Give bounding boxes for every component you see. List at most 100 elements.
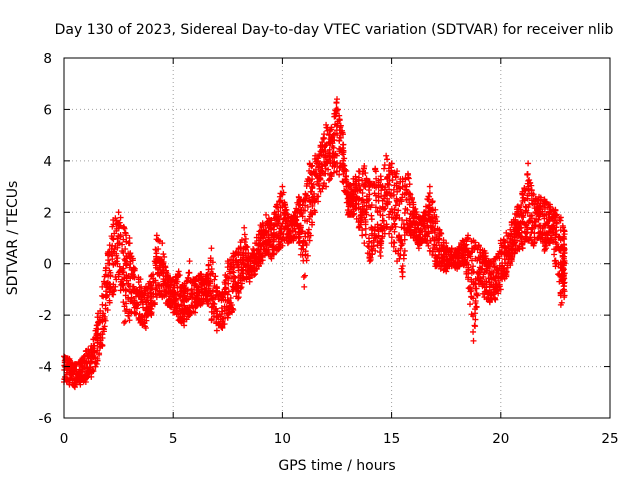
- data-point: [383, 224, 390, 231]
- data-point: [361, 163, 368, 169]
- data-point: [454, 247, 461, 254]
- data-point: [496, 283, 503, 290]
- data-point: [99, 343, 106, 349]
- data-point: [273, 247, 280, 254]
- data-point: [518, 234, 525, 241]
- data-point: [99, 310, 106, 317]
- data-point: [71, 361, 78, 367]
- data-point: [100, 326, 107, 333]
- data-point: [159, 240, 166, 247]
- data-point: [244, 267, 251, 274]
- data-point: [89, 358, 96, 365]
- data-point: [524, 209, 531, 216]
- data-point: [309, 176, 316, 183]
- data-point: [432, 206, 439, 213]
- data-point: [399, 262, 406, 269]
- data-point: [376, 249, 383, 256]
- data-point: [426, 193, 433, 200]
- data-point: [399, 175, 406, 182]
- data-point: [557, 214, 564, 221]
- data-point: [525, 237, 532, 244]
- data-point: [323, 183, 330, 190]
- data-point: [104, 293, 111, 300]
- data-point: [366, 258, 373, 265]
- data-point: [472, 298, 479, 305]
- data-point: [403, 217, 410, 224]
- data-point: [492, 296, 499, 303]
- data-point: [491, 288, 498, 295]
- data-point: [448, 263, 455, 270]
- data-point: [178, 301, 185, 308]
- data-point: [546, 201, 553, 208]
- plot-frame: [63, 57, 611, 419]
- data-point: [241, 239, 248, 246]
- data-point: [273, 201, 280, 208]
- data-point: [312, 209, 319, 216]
- data-point: [303, 241, 310, 248]
- data-point: [257, 260, 264, 267]
- data-point: [530, 191, 537, 198]
- data-point: [368, 216, 375, 223]
- data-point: [300, 274, 307, 281]
- data-point: [315, 193, 322, 200]
- data-point: [319, 185, 326, 192]
- data-point: [425, 196, 432, 203]
- data-point: [497, 286, 504, 293]
- data-point: [66, 355, 73, 362]
- data-point: [307, 232, 314, 239]
- data-point: [546, 209, 553, 216]
- data-point: [388, 234, 395, 241]
- data-point: [372, 235, 379, 242]
- data-point: [459, 237, 466, 244]
- data-point: [120, 249, 127, 256]
- data-point: [117, 287, 124, 294]
- data-point: [259, 257, 266, 264]
- data-point: [197, 271, 204, 277]
- data-point: [382, 184, 389, 191]
- data-point: [522, 187, 529, 194]
- data-point: [240, 266, 247, 273]
- data-point: [148, 273, 155, 280]
- data-point: [116, 219, 123, 226]
- data-point: [235, 245, 242, 252]
- data-point: [422, 203, 429, 210]
- data-point: [123, 306, 130, 313]
- data-point: [309, 221, 316, 228]
- data-point: [481, 294, 488, 301]
- data-point: [386, 177, 393, 184]
- data-point: [470, 337, 477, 344]
- data-point: [380, 217, 387, 224]
- data-point: [163, 291, 170, 298]
- data-point: [205, 262, 212, 269]
- data-point: [221, 321, 228, 328]
- data-point: [560, 273, 567, 280]
- data-point: [519, 245, 526, 252]
- data-point: [399, 273, 406, 280]
- data-point: [323, 121, 330, 128]
- data-point: [369, 251, 376, 258]
- data-point: [102, 265, 109, 272]
- data-point: [268, 255, 275, 262]
- data-point: [115, 273, 122, 280]
- data-point: [541, 205, 548, 212]
- data-point: [319, 139, 326, 146]
- data-point: [378, 238, 385, 245]
- data-point: [394, 258, 401, 265]
- data-point: [362, 225, 369, 232]
- data-point: [552, 228, 559, 235]
- data-point: [391, 228, 398, 235]
- x-tick-label: 5: [169, 431, 178, 447]
- data-point: [361, 240, 368, 247]
- data-point: [134, 301, 141, 308]
- data-point: [131, 297, 138, 304]
- data-point: [176, 272, 183, 279]
- data-point: [359, 232, 366, 239]
- data-point: [383, 152, 390, 159]
- data-point: [334, 120, 341, 127]
- data-point: [337, 134, 344, 141]
- data-point: [103, 288, 110, 295]
- data-point: [246, 278, 253, 285]
- data-point: [175, 268, 182, 275]
- data-point: [344, 211, 351, 218]
- data-point: [355, 201, 362, 208]
